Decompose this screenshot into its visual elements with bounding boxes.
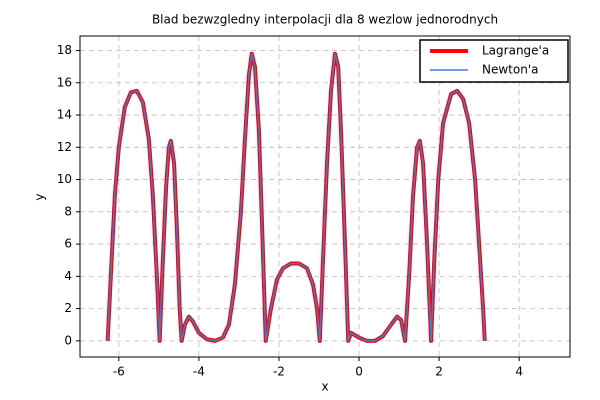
y-tick-label: 12 xyxy=(57,140,72,154)
legend-label: Lagrange'a xyxy=(482,44,549,58)
y-tick-label: 10 xyxy=(57,172,72,186)
x-tick-label: -6 xyxy=(113,365,125,379)
x-axis-label: x xyxy=(321,380,328,394)
y-tick-label: 6 xyxy=(64,237,72,251)
y-tick-label: 0 xyxy=(64,333,72,347)
y-tick-label: 16 xyxy=(57,75,72,89)
x-tick-label: -4 xyxy=(193,365,205,379)
chart-title: Blad bezwzgledny interpolacji dla 8 wezl… xyxy=(152,13,498,27)
y-tick-label: 2 xyxy=(64,301,72,315)
x-tick-label: 4 xyxy=(515,365,523,379)
x-tick-label: 0 xyxy=(355,365,363,379)
y-tick-label: 18 xyxy=(57,43,72,57)
y-tick-label: 8 xyxy=(64,204,72,218)
legend-label: Newton'a xyxy=(482,63,538,77)
legend-box xyxy=(419,39,569,83)
plot-frame xyxy=(79,35,571,358)
x-tick-label: -2 xyxy=(273,365,285,379)
line xyxy=(105,51,487,343)
y-tick-label: 14 xyxy=(57,108,72,122)
x-tick-label: 2 xyxy=(435,365,443,379)
line xyxy=(106,52,486,342)
y-axis-label: y xyxy=(33,193,47,200)
y-tick-label: 4 xyxy=(64,269,72,283)
